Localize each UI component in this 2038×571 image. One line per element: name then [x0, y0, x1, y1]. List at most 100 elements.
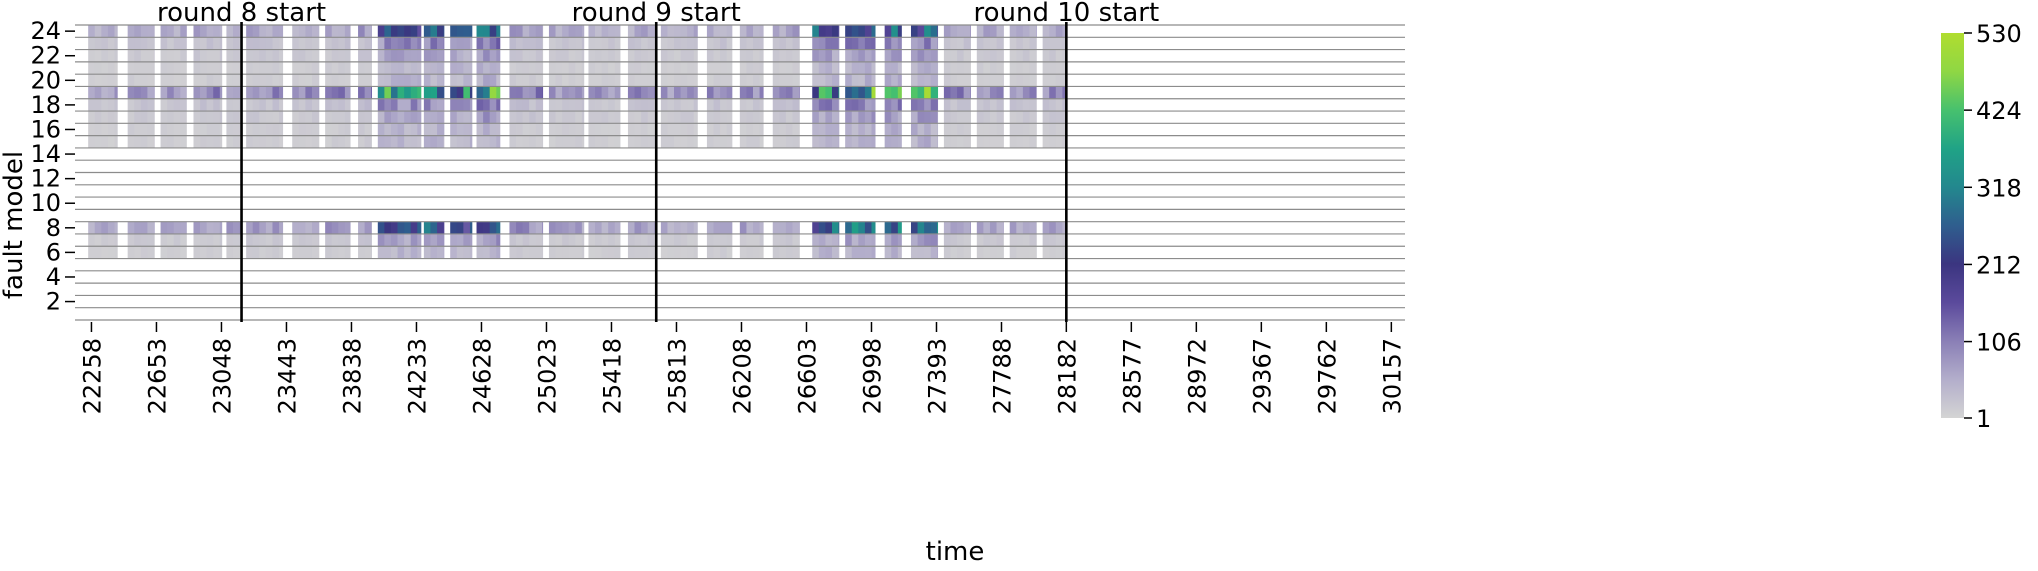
heat-cell — [864, 221, 872, 234]
heat-cell — [134, 246, 142, 259]
heat-cell — [647, 61, 655, 75]
heat-cell — [957, 25, 965, 38]
heat-cell — [957, 221, 965, 234]
heat-cell — [680, 98, 688, 112]
heat-cell — [1042, 98, 1050, 112]
heat-cell — [483, 86, 491, 99]
heat-cell — [193, 221, 201, 234]
heat-cell — [167, 221, 175, 234]
heat-cell — [917, 86, 925, 99]
heat-cell — [489, 49, 497, 62]
heat-cell — [693, 86, 698, 99]
heat-cell — [246, 61, 254, 75]
heat-cell — [601, 74, 609, 87]
heat-cell — [581, 49, 585, 62]
heat-cell — [983, 221, 991, 234]
heat-cell — [779, 25, 787, 38]
heat-cell — [371, 111, 372, 124]
heat-cell — [772, 246, 780, 259]
x-tick-label: 25023 — [533, 338, 561, 414]
heat-cell — [930, 61, 938, 75]
heat-cell — [739, 98, 747, 112]
heat-cell — [627, 74, 635, 87]
heat-cell — [522, 221, 530, 234]
heat-cell — [608, 49, 616, 62]
heat-cell — [167, 98, 175, 112]
heat-cell — [858, 61, 866, 75]
heat-cell — [206, 246, 214, 259]
heat-cell — [713, 233, 721, 247]
heat-cell — [410, 74, 418, 87]
heat-cell — [818, 233, 826, 247]
heat-cell — [1022, 111, 1030, 124]
heat-cell — [588, 25, 596, 38]
heat-cell — [720, 61, 728, 75]
x-tick-label: 23838 — [338, 338, 366, 414]
heat-cell — [1029, 37, 1037, 50]
heat-cell — [548, 123, 556, 136]
heat-cell — [542, 25, 544, 38]
heat-cell — [608, 233, 616, 247]
heat-cell — [535, 61, 543, 75]
heat-cell — [371, 37, 372, 50]
heat-cell — [298, 111, 306, 124]
heat-cell — [219, 123, 223, 136]
heat-cell — [910, 135, 918, 148]
heat-cell — [647, 98, 655, 112]
heat-cell — [232, 86, 240, 99]
heat-cell — [483, 37, 491, 50]
heat-cell — [720, 111, 728, 124]
heat-cell — [377, 98, 385, 112]
heat-cell — [562, 221, 570, 234]
heat-cell — [318, 98, 320, 112]
heat-cell — [818, 111, 826, 124]
heat-cell — [259, 246, 267, 259]
heat-cell — [950, 233, 958, 247]
heat-cell — [713, 49, 721, 62]
heat-cell — [1055, 61, 1063, 75]
heat-cell — [1049, 123, 1057, 136]
heat-cell — [279, 246, 284, 259]
heat-cell — [608, 61, 616, 75]
heat-cell — [213, 98, 221, 112]
heat-cell — [140, 61, 148, 75]
heat-cell — [838, 25, 840, 38]
heat-cell — [917, 246, 925, 259]
heat-cell — [588, 123, 596, 136]
heat-cell — [871, 37, 876, 50]
heat-cell — [318, 25, 320, 38]
heat-cell — [950, 86, 958, 99]
heat-cell — [746, 37, 754, 50]
heat-cell — [825, 221, 833, 234]
heat-cell — [246, 86, 254, 99]
heat-cell — [851, 61, 859, 75]
heat-cell — [706, 123, 714, 136]
heat-cell — [568, 61, 576, 75]
heat-cell — [891, 123, 899, 136]
heat-cell — [535, 221, 543, 234]
heat-cell — [581, 233, 585, 247]
heat-cell — [726, 86, 733, 99]
heat-cell — [206, 98, 214, 112]
heat-cell — [608, 25, 616, 38]
heat-cell — [917, 37, 925, 50]
heat-cell — [871, 221, 876, 234]
heat-cell — [311, 86, 319, 99]
heat-cell — [483, 135, 491, 148]
heat-cell — [259, 135, 267, 148]
heat-cell — [134, 135, 142, 148]
heat-cell — [581, 111, 585, 124]
heat-cell — [265, 98, 273, 112]
heat-cell — [858, 86, 866, 99]
heat-cell — [246, 25, 254, 38]
heat-cell — [1062, 123, 1067, 136]
x-tick-label: 29367 — [1248, 338, 1276, 414]
heat-cell — [232, 135, 240, 148]
heat-cell — [1042, 123, 1050, 136]
heat-cell — [924, 37, 932, 50]
heat-cell — [390, 49, 398, 62]
heat-cell — [983, 37, 991, 50]
heat-cell — [680, 233, 688, 247]
heat-cell — [259, 111, 267, 124]
heat-cell — [838, 221, 840, 234]
